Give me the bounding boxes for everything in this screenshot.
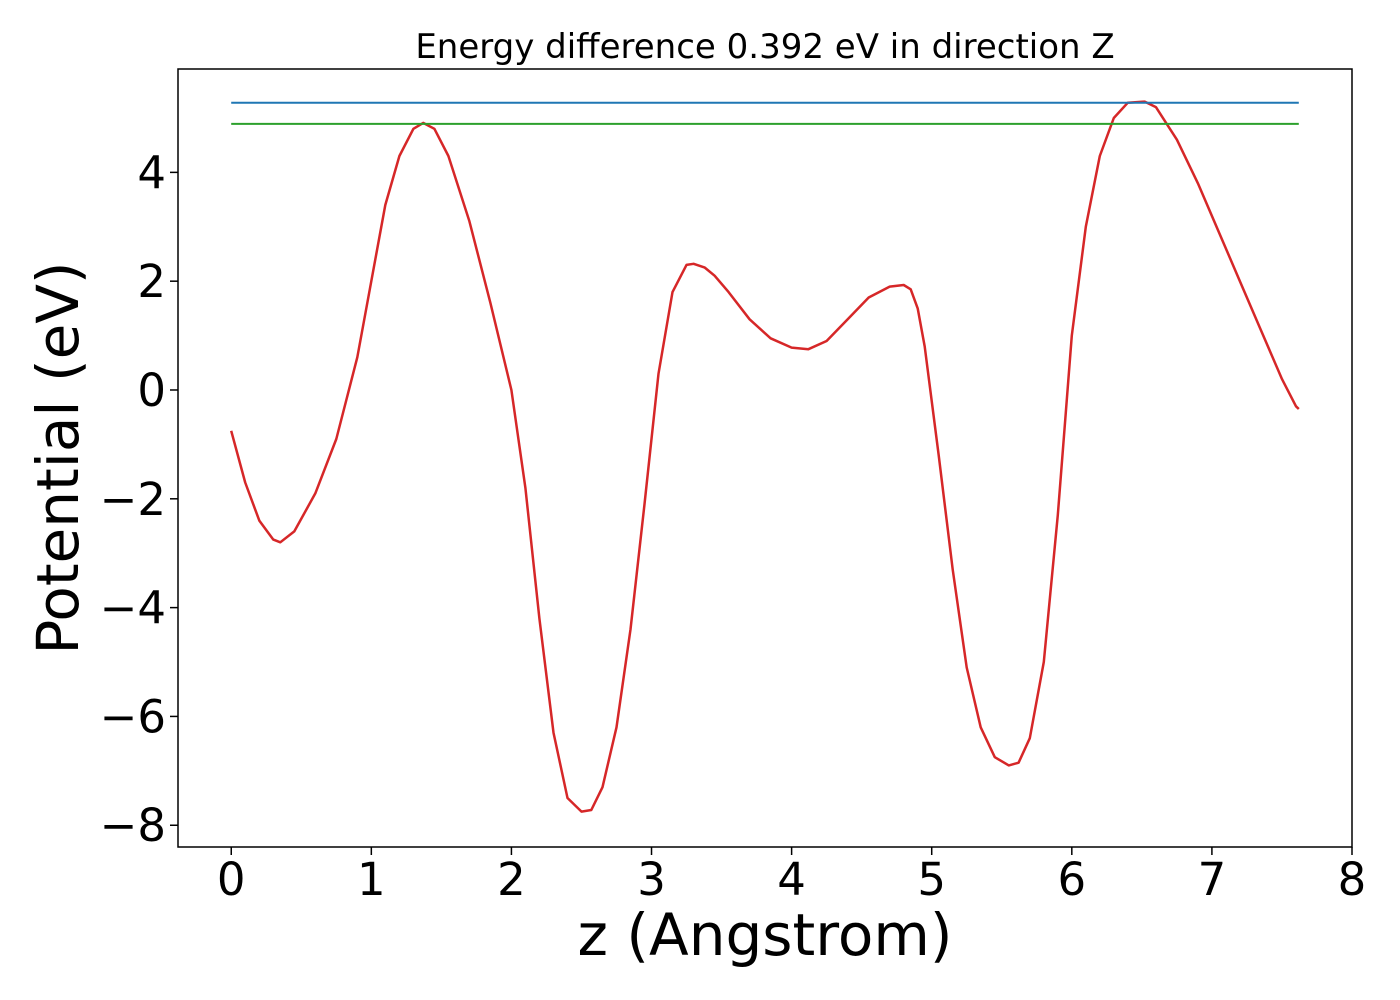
- x-tick-label: 8: [1338, 853, 1367, 906]
- x-tick-label: 3: [637, 853, 666, 906]
- y-axis-label: Potential (eV): [24, 261, 92, 654]
- y-tick-label: −6: [100, 690, 166, 743]
- x-tick-label: 5: [917, 853, 946, 906]
- y-tick-label: 2: [137, 255, 166, 308]
- plot-lines: [229, 100, 1300, 813]
- x-tick-label: 4: [777, 853, 806, 906]
- x-tick-label: 1: [357, 853, 386, 906]
- y-tick-label: 4: [137, 146, 166, 199]
- x-tick-label: 2: [497, 853, 526, 906]
- y-tick-label: −8: [100, 799, 166, 852]
- x-tick-label: 6: [1057, 853, 1086, 906]
- potential-curve: [229, 100, 1300, 813]
- y-tick-label: −4: [100, 582, 166, 635]
- x-axis-label: z (Angstrom): [578, 901, 953, 969]
- y-tick-label: 0: [137, 364, 166, 417]
- y-tick-label: −2: [100, 473, 166, 526]
- x-axis: 0 1 2 3 4 5 6 7 8: [217, 847, 1366, 906]
- chart-title: Energy difference 0.392 eV in direction …: [415, 27, 1114, 67]
- y-axis: −8 −6 −4 −2 0 2 4: [100, 146, 178, 852]
- x-tick-label: 0: [217, 853, 246, 906]
- x-tick-label: 7: [1198, 853, 1227, 906]
- plot-frame: [177, 68, 1353, 848]
